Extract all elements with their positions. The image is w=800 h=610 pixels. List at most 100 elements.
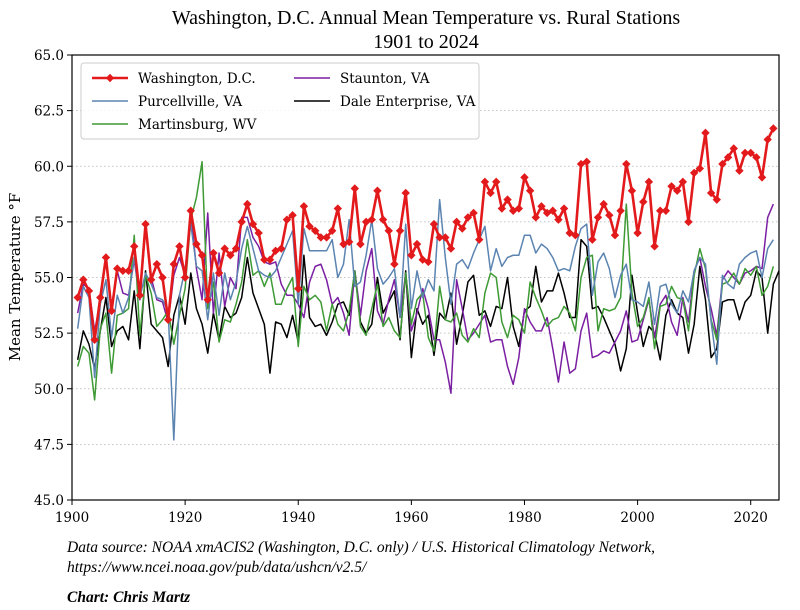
- legend-label-dale-enterprise-va: Dale Enterprise, VA: [340, 94, 476, 110]
- data-point-marker: [141, 219, 150, 229]
- data-point-marker: [333, 204, 343, 213]
- legend-marker-icon: [105, 73, 115, 83]
- data-point-marker: [294, 284, 303, 293]
- data-point-marker: [260, 255, 269, 264]
- data-point-marker: [316, 233, 326, 242]
- data-point-marker: [723, 153, 733, 162]
- x-tick-label: 2000: [620, 510, 654, 526]
- data-point-marker: [220, 244, 229, 253]
- data-point-marker: [627, 186, 637, 195]
- data-point-marker: [503, 195, 512, 204]
- data-point-marker: [361, 217, 371, 227]
- data-point-marker: [311, 226, 320, 235]
- data-point-marker: [277, 244, 286, 253]
- data-point-marker: [582, 157, 591, 166]
- data-point-marker: [367, 215, 376, 224]
- data-point-marker: [559, 204, 569, 213]
- data-point-marker: [616, 206, 625, 215]
- data-point-marker: [237, 217, 246, 227]
- data-point-marker: [633, 228, 642, 238]
- data-point-marker: [622, 159, 631, 169]
- data-point-marker: [135, 291, 145, 300]
- data-point-marker: [712, 195, 721, 204]
- data-point-marker: [520, 173, 529, 182]
- data-point-marker: [593, 213, 603, 222]
- data-source-line-2: https://www.ncei.noaa.gov/pub/data/ushcn…: [67, 559, 367, 576]
- data-point-marker: [124, 266, 133, 276]
- data-point-marker: [718, 159, 727, 169]
- data-point-marker: [152, 259, 162, 269]
- data-point-marker: [356, 239, 365, 249]
- data-point-marker: [118, 266, 128, 276]
- data-point-marker: [469, 208, 478, 218]
- series-line-staunton-va: [76, 203, 775, 394]
- data-point-marker: [107, 306, 116, 316]
- series-dale-enterprise-va: [76, 238, 780, 374]
- data-point-marker: [695, 164, 705, 173]
- x-tick-label: 1920: [168, 510, 202, 526]
- data-point-marker: [327, 226, 337, 235]
- data-point-marker: [537, 202, 546, 211]
- series-staunton-va: [76, 203, 775, 394]
- data-point-marker: [180, 273, 190, 282]
- data-point-marker: [729, 144, 738, 153]
- y-axis: 45.0 47.5 50.0 52.5 55.0 57.5 60.0 62.5 65.0: [34, 48, 72, 509]
- data-point-marker: [588, 235, 597, 244]
- data-point-marker: [186, 206, 195, 215]
- x-tick-label: 1940: [281, 510, 315, 526]
- gridlines: [72, 110, 779, 445]
- data-point-marker: [299, 202, 309, 211]
- series-line-martinsburg-wv: [76, 161, 775, 401]
- x-tick-label: 1900: [55, 510, 89, 526]
- data-point-marker: [378, 215, 388, 224]
- chart-subtitle: 1901 to 2024: [373, 31, 479, 53]
- data-point-marker: [446, 244, 456, 253]
- chart: Washington, D.C. Annual Mean Temperature…: [6, 7, 780, 526]
- x-tick-label: 1960: [394, 510, 428, 526]
- data-point-marker: [740, 148, 750, 158]
- data-point-marker: [79, 275, 88, 284]
- data-point-marker: [689, 168, 699, 178]
- data-point-marker: [644, 177, 654, 187]
- data-point-marker: [243, 199, 252, 209]
- data-point-marker: [684, 217, 693, 227]
- chart-title: Washington, D.C. Annual Mean Temperature…: [172, 7, 680, 29]
- data-point-marker: [463, 213, 473, 222]
- data-point-marker: [390, 259, 399, 269]
- y-tick-label: 60.0: [34, 159, 64, 175]
- data-point-marker: [146, 275, 156, 284]
- data-point-marker: [650, 242, 659, 251]
- data-point-marker: [231, 244, 241, 253]
- y-tick-label: 50.0: [34, 382, 64, 398]
- data-point-marker: [508, 206, 518, 215]
- data-point-marker: [656, 206, 665, 215]
- data-point-marker: [424, 257, 433, 267]
- legend-box: [80, 62, 480, 140]
- data-point-marker: [746, 148, 755, 158]
- data-point-marker: [248, 219, 258, 229]
- data-point-marker: [672, 186, 682, 195]
- data-point-marker: [571, 231, 580, 240]
- data-point-marker: [661, 206, 671, 215]
- data-point-marker: [384, 226, 393, 235]
- y-tick-label: 62.5: [34, 104, 64, 120]
- data-point-marker: [452, 217, 461, 227]
- data-point-marker: [492, 177, 501, 187]
- y-tick-label: 57.5: [34, 215, 64, 231]
- data-point-marker: [576, 159, 586, 169]
- data-point-marker: [169, 259, 179, 269]
- data-point-marker: [678, 177, 688, 187]
- series-layer: [73, 124, 780, 441]
- data-point-marker: [130, 242, 139, 251]
- data-point-marker: [610, 231, 620, 240]
- data-point-marker: [475, 235, 484, 244]
- data-point-marker: [548, 206, 557, 215]
- data-point-marker: [458, 224, 467, 233]
- data-point-marker: [701, 128, 710, 138]
- data-point-marker: [480, 177, 490, 187]
- legend-label-washington-d-c: Washington, D.C.: [138, 71, 256, 87]
- data-point-marker: [265, 255, 275, 264]
- x-axis: 1900 1920 1940 1960 1980 2000 2020: [55, 500, 768, 526]
- data-point-marker: [565, 228, 574, 238]
- data-point-marker: [350, 184, 359, 193]
